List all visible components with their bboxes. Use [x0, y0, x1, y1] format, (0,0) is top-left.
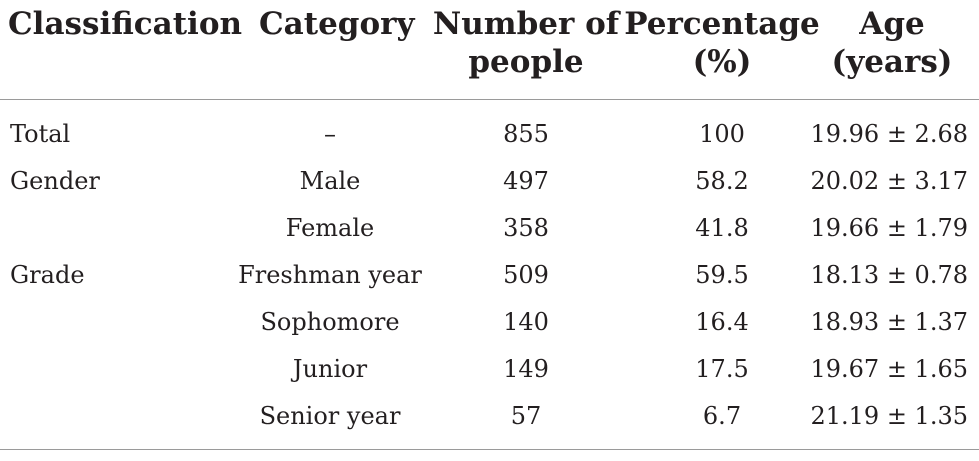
- row-category: –: [324, 120, 336, 148]
- row-age: 19.96 ± 2.68: [810, 120, 968, 148]
- row-age: 18.13 ± 0.78: [810, 261, 968, 289]
- row-category: Junior: [292, 355, 368, 383]
- header-percentage-line1: Percentage: [624, 6, 820, 42]
- row-classification: Grade: [10, 261, 85, 289]
- row-age: 20.02 ± 3.17: [810, 167, 968, 195]
- row-number: 149: [503, 355, 549, 383]
- row-classification: Total: [10, 120, 71, 148]
- header-divider: [0, 99, 979, 100]
- row-percentage: 6.7: [702, 402, 742, 430]
- row-number: 358: [503, 214, 549, 242]
- row-percentage: 16.4: [695, 308, 749, 336]
- row-percentage: 41.8: [695, 214, 749, 242]
- header-classification: Classification: [8, 6, 243, 42]
- row-number: 57: [510, 402, 542, 430]
- row-percentage: 59.5: [695, 261, 749, 289]
- row-number: 855: [503, 120, 549, 148]
- row-category: Sophomore: [260, 308, 400, 336]
- table-bottom-rule: [0, 449, 979, 450]
- row-percentage: 58.2: [695, 167, 749, 195]
- header-category: Category: [259, 6, 415, 42]
- row-classification: Gender: [10, 167, 100, 195]
- row-number: 509: [503, 261, 549, 289]
- row-age: 19.66 ± 1.79: [810, 214, 968, 242]
- row-number: 497: [503, 167, 549, 195]
- header-age-line1: Age: [859, 6, 925, 42]
- row-percentage: 17.5: [695, 355, 749, 383]
- header-age-line2: (years): [831, 44, 953, 80]
- row-percentage: 100: [699, 120, 745, 148]
- header-percentage-line2: (%): [692, 44, 752, 80]
- row-number: 140: [503, 308, 549, 336]
- row-category: Female: [285, 214, 375, 242]
- row-age: 18.93 ± 1.37: [810, 308, 968, 336]
- row-age: 19.67 ± 1.65: [810, 355, 968, 383]
- header-number-line2: people: [468, 44, 584, 80]
- header-number-line1: Number of: [432, 6, 620, 42]
- row-age: 21.19 ± 1.35: [810, 402, 968, 430]
- row-category: Male: [299, 167, 361, 195]
- row-category: Senior year: [259, 402, 401, 430]
- row-category: Freshman year: [238, 261, 422, 289]
